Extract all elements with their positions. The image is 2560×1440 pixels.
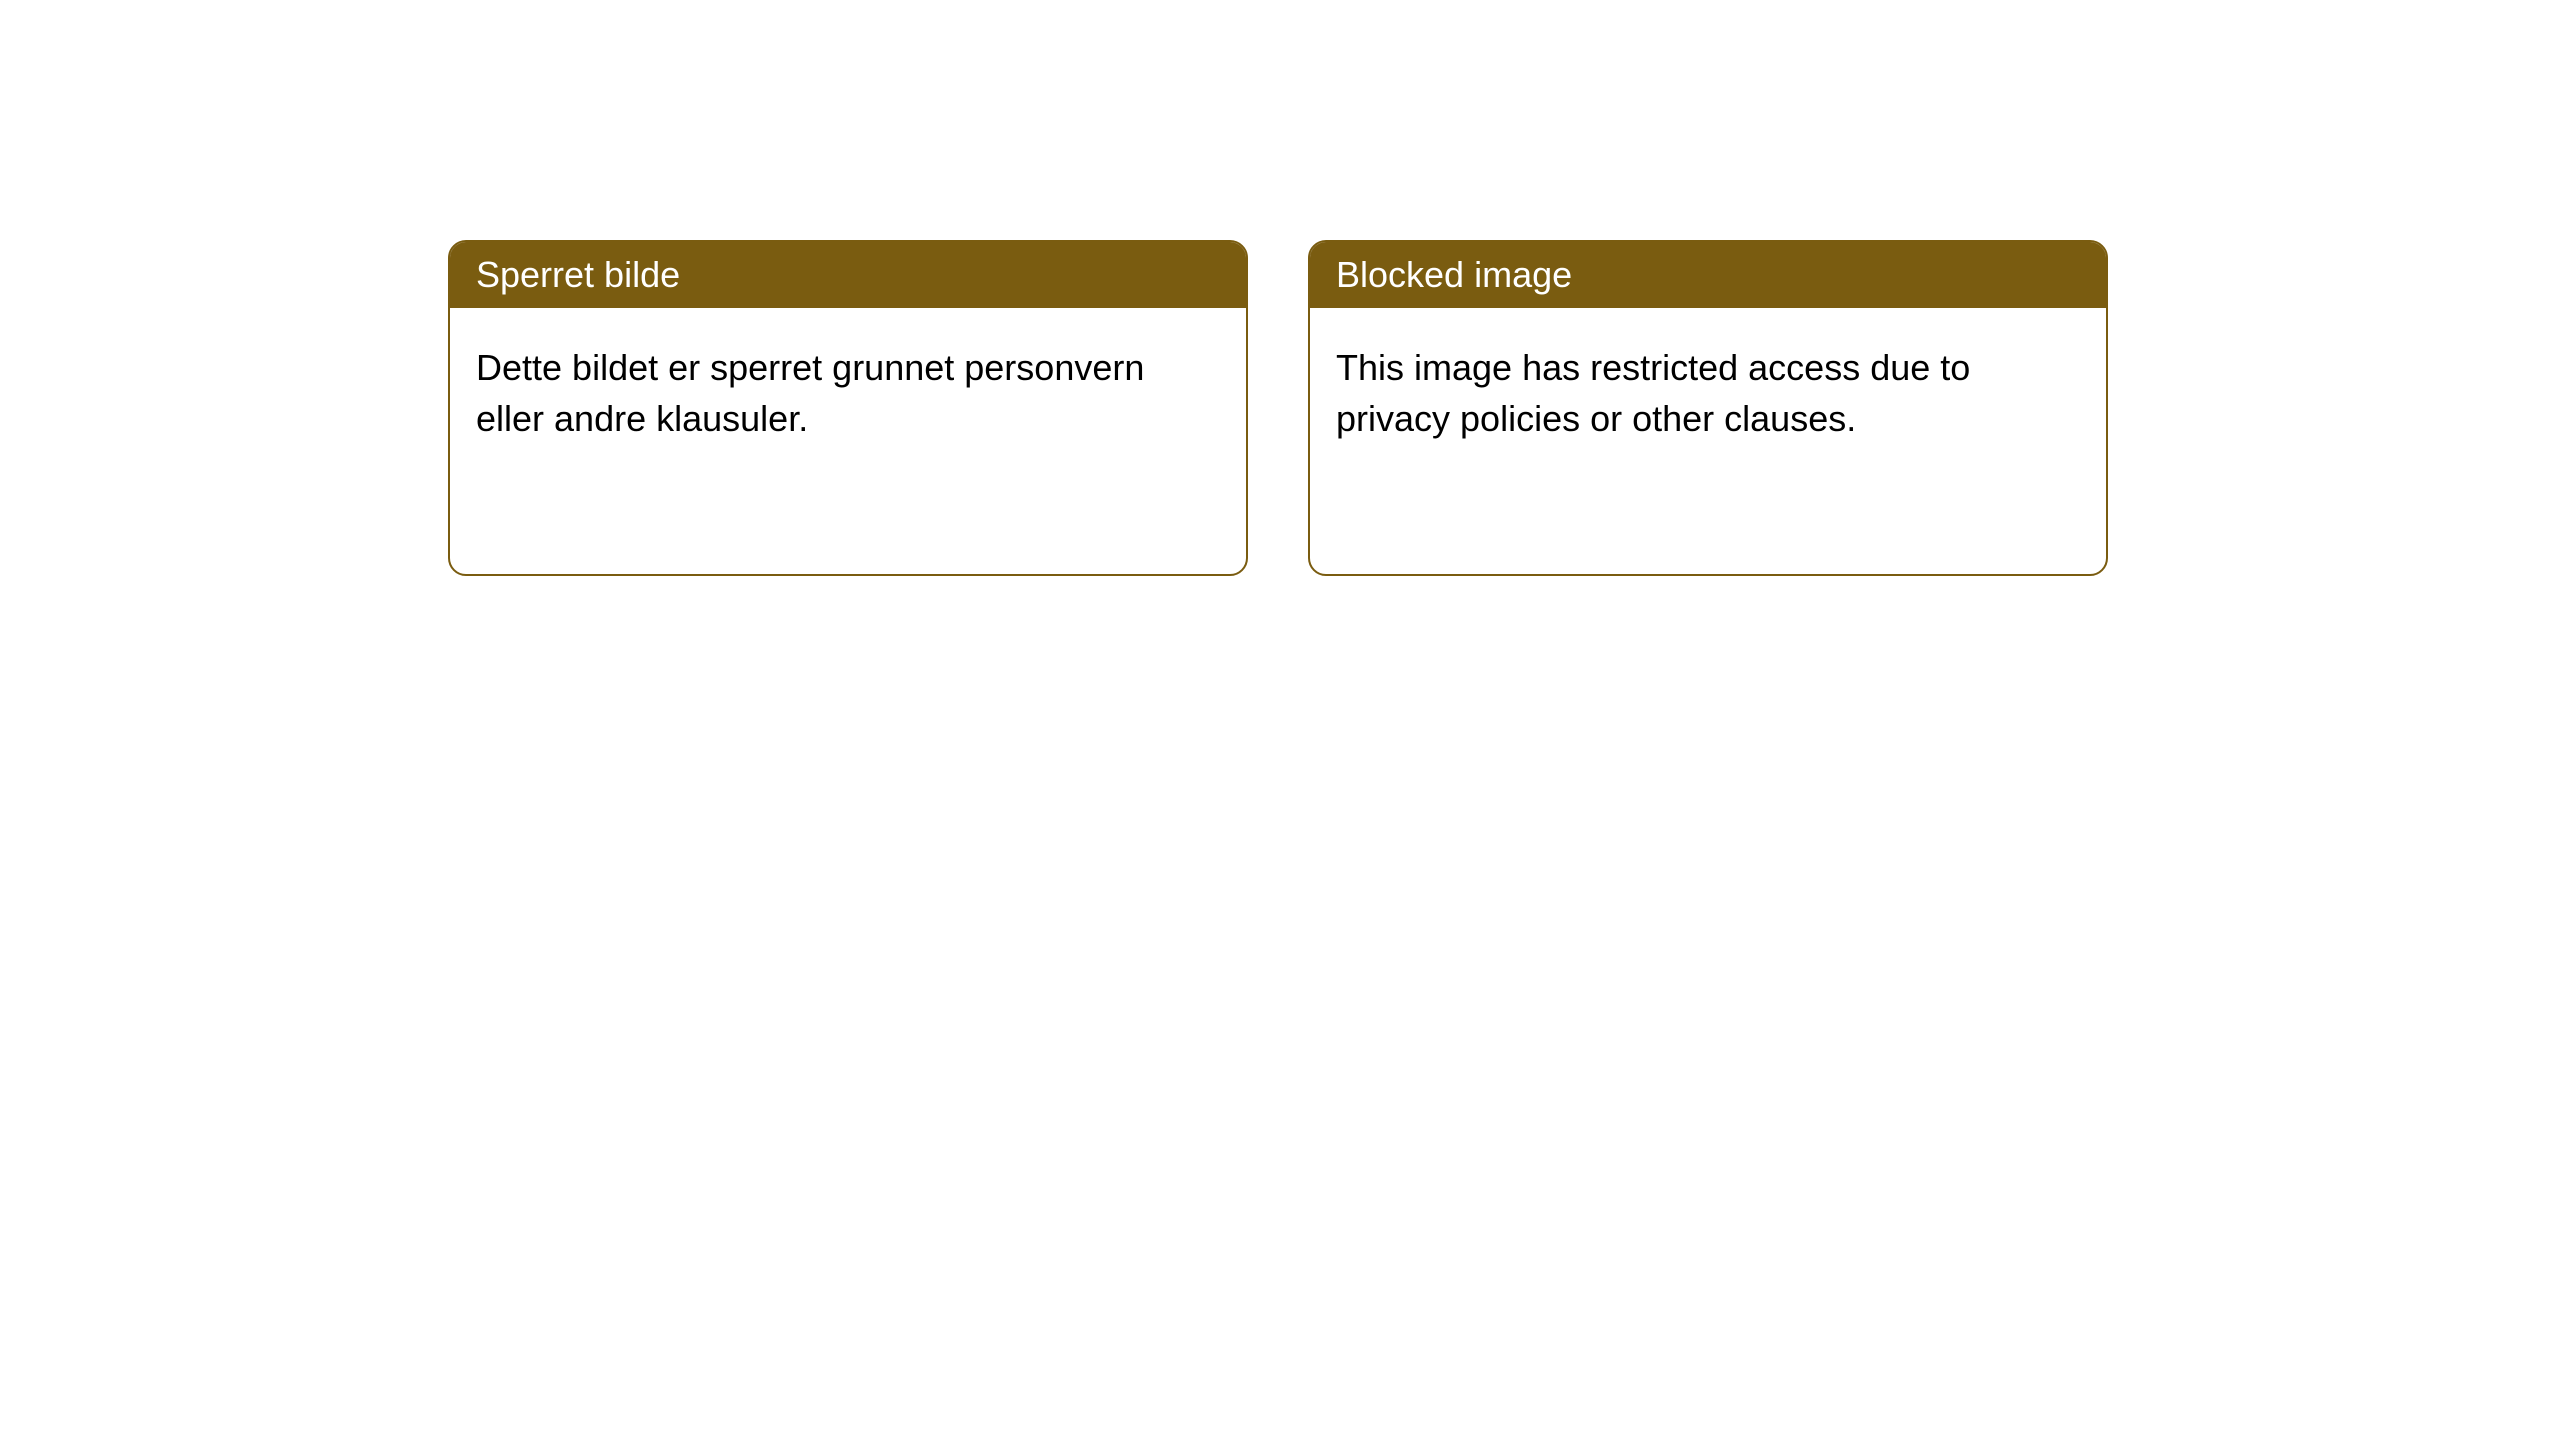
card-text: This image has restricted access due to … xyxy=(1336,347,1970,439)
notice-container: Sperret bilde Dette bildet er sperret gr… xyxy=(448,240,2108,576)
notice-card-norwegian: Sperret bilde Dette bildet er sperret gr… xyxy=(448,240,1248,576)
card-header: Sperret bilde xyxy=(450,242,1246,308)
card-body: This image has restricted access due to … xyxy=(1310,308,2106,478)
card-title: Sperret bilde xyxy=(476,254,680,295)
card-body: Dette bildet er sperret grunnet personve… xyxy=(450,308,1246,478)
card-text: Dette bildet er sperret grunnet personve… xyxy=(476,347,1144,439)
card-title: Blocked image xyxy=(1336,254,1572,295)
card-header: Blocked image xyxy=(1310,242,2106,308)
notice-card-english: Blocked image This image has restricted … xyxy=(1308,240,2108,576)
